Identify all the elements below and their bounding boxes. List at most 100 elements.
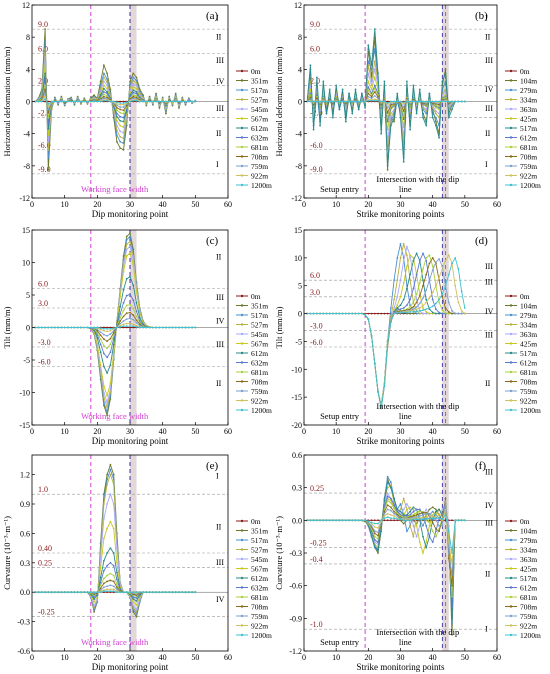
data-point xyxy=(103,344,105,347)
data-point xyxy=(406,80,408,83)
data-point xyxy=(129,95,131,98)
legend-marker xyxy=(509,313,513,317)
data-point xyxy=(135,615,138,618)
legend-marker xyxy=(240,633,244,637)
legend-label: 1200m xyxy=(520,631,541,640)
y-tick-label: -0.9 xyxy=(289,614,302,623)
data-point xyxy=(119,102,122,104)
data-point xyxy=(393,312,395,315)
series-527m xyxy=(34,240,197,409)
data-point xyxy=(47,105,50,108)
x-tick-label: 40 xyxy=(159,427,167,436)
data-point xyxy=(93,591,95,594)
legend-marker xyxy=(509,529,513,532)
data-point xyxy=(415,310,418,313)
y-tick-label: -10 xyxy=(291,365,302,374)
data-point xyxy=(47,156,50,159)
data-point xyxy=(325,312,328,315)
data-point xyxy=(316,95,318,98)
legend-marker xyxy=(509,519,513,523)
y-tick-label: -0.6 xyxy=(17,647,30,656)
data-point xyxy=(383,512,386,515)
data-point xyxy=(377,522,379,525)
y-tick-label: 0 xyxy=(26,324,30,333)
data-point xyxy=(306,519,309,522)
data-point xyxy=(431,521,434,524)
threshold-label: -3.0 xyxy=(310,321,323,330)
data-point xyxy=(125,235,128,238)
data-point xyxy=(106,552,108,554)
data-point xyxy=(103,582,105,585)
data-point xyxy=(425,301,428,304)
data-point xyxy=(418,309,421,312)
y-tick-label: 15 xyxy=(294,226,302,235)
data-point xyxy=(438,116,440,119)
y-tick-label: -4 xyxy=(295,130,302,139)
data-point xyxy=(106,335,108,337)
setup-entry-label: Setup entry xyxy=(320,184,360,194)
data-point xyxy=(435,528,437,530)
data-point xyxy=(125,326,128,329)
data-point xyxy=(418,508,421,511)
data-point xyxy=(119,140,122,143)
data-point xyxy=(187,591,190,594)
zone-label: I xyxy=(485,160,488,169)
data-point xyxy=(415,511,418,514)
data-point xyxy=(354,88,357,91)
data-point xyxy=(63,326,66,329)
data-point xyxy=(386,492,389,494)
data-point xyxy=(412,510,415,513)
data-point xyxy=(119,295,122,298)
data-point xyxy=(335,312,338,315)
data-point xyxy=(438,100,440,103)
series-759m xyxy=(306,499,466,576)
legend-label: 425m xyxy=(520,115,537,124)
data-point xyxy=(399,304,402,307)
data-point xyxy=(406,245,408,248)
data-point xyxy=(132,258,135,261)
zone-label: III xyxy=(485,104,493,113)
data-point xyxy=(447,301,450,304)
legend-label: 104m xyxy=(520,527,537,536)
data-point xyxy=(406,96,408,99)
data-point xyxy=(444,259,447,262)
data-point xyxy=(165,591,167,594)
data-point xyxy=(132,318,135,321)
legend-marker xyxy=(240,294,244,298)
data-point xyxy=(165,100,167,103)
data-point xyxy=(438,276,440,279)
data-point xyxy=(132,82,135,85)
x-tick-label: 0 xyxy=(302,427,306,436)
data-point xyxy=(451,108,453,111)
data-point xyxy=(418,541,421,543)
data-point xyxy=(191,326,194,329)
data-point xyxy=(171,100,174,103)
zone-label: III xyxy=(216,558,224,567)
data-point xyxy=(370,312,373,315)
data-point xyxy=(178,591,180,594)
data-point xyxy=(103,93,105,96)
data-point xyxy=(454,312,457,315)
x-tick-label: 50 xyxy=(191,653,199,662)
data-point xyxy=(316,100,318,103)
data-point xyxy=(418,88,421,91)
data-point xyxy=(106,92,108,95)
data-point xyxy=(373,48,376,51)
data-point xyxy=(367,95,370,98)
data-point xyxy=(373,312,376,315)
data-point xyxy=(463,519,466,522)
zone-label: III xyxy=(485,519,493,528)
legend-marker xyxy=(240,313,244,317)
data-point xyxy=(37,100,40,103)
legend-label: 545m xyxy=(251,105,268,114)
data-point xyxy=(325,100,328,103)
legend-label: 0m xyxy=(251,292,261,301)
data-point xyxy=(373,545,376,548)
data-point xyxy=(438,311,440,314)
y-axis-label: Tilt (mm/m) xyxy=(274,306,284,348)
legend-label: 681m xyxy=(251,143,268,152)
data-point xyxy=(109,343,112,346)
data-point xyxy=(135,610,138,613)
data-point xyxy=(309,519,312,522)
data-point xyxy=(451,100,453,103)
